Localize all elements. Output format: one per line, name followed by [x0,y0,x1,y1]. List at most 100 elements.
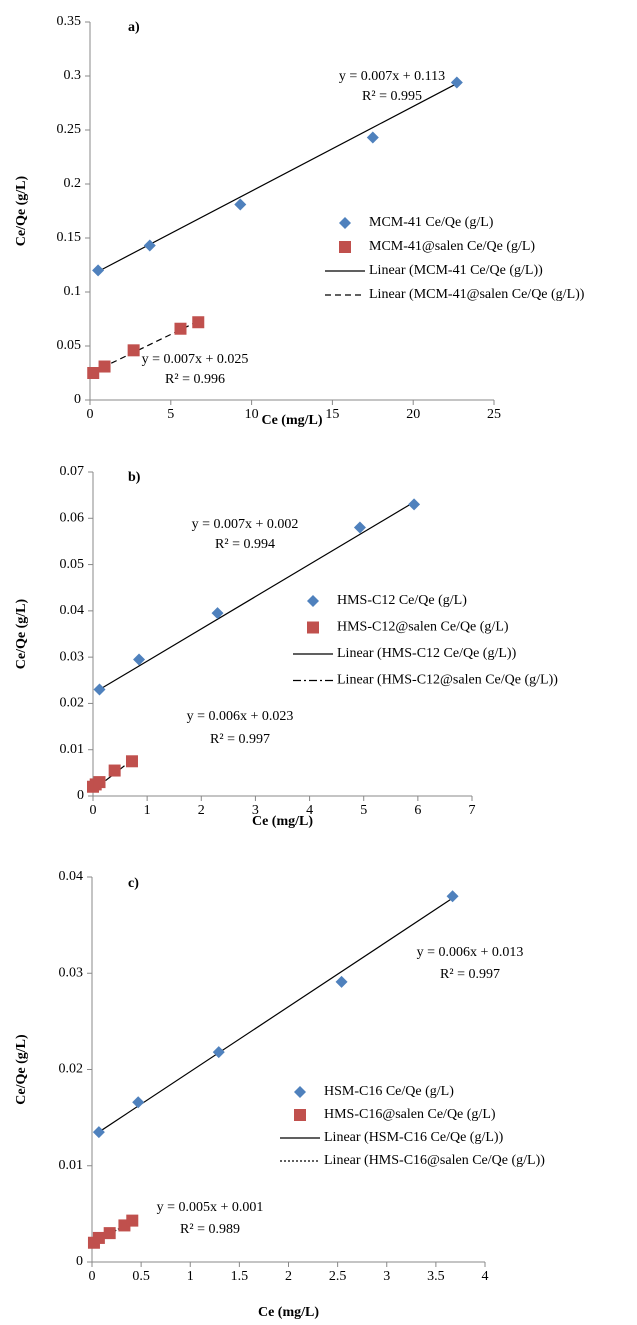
x-tick-label: 0 [89,1269,96,1284]
legend-label: Linear (HMS-C16@salen Ce/Qe (g/L)) [324,1153,545,1168]
x-tick-label: 3 [383,1269,390,1284]
y-tick-label: 0.03 [59,965,84,980]
x-tick-label: 1.5 [231,1269,249,1284]
annotation: y = 0.005x + 0.001 [157,1200,264,1215]
x-tick-label: 6 [414,803,421,818]
point [446,890,459,903]
x-tick-label: 1 [144,803,151,818]
annotation: y = 0.006x + 0.023 [187,709,294,724]
y-tick-label: 0.01 [60,742,85,757]
point [125,755,138,768]
annotation: R² = 0.989 [180,1222,240,1237]
legend-symbol [294,1086,306,1098]
x-tick-label: 5 [167,407,174,422]
point [234,198,247,211]
annotation: y = 0.007x + 0.025 [142,352,249,367]
x-tick-label: 1 [187,1269,194,1284]
point [174,322,187,335]
annotation: y = 0.007x + 0.002 [192,517,299,532]
x-tick-label: 10 [245,407,259,422]
x-tick-label: 0.5 [132,1269,150,1284]
legend-label: HMS-C12@salen Ce/Qe (g/L) [337,620,509,635]
x-tick-label: 20 [406,407,420,422]
point [103,1227,116,1240]
y-tick-label: 0 [77,788,84,803]
point [353,521,366,534]
legend-label: HSM-C16 Ce/Qe (g/L) [324,1084,454,1099]
x-axis-title: Ce (mg/L) [258,1305,319,1320]
x-tick-label: 2 [198,803,205,818]
point [93,683,106,696]
point [408,498,421,511]
annotation: y = 0.007x + 0.113 [339,69,445,84]
legend-label: Linear (MCM-41@salen Ce/Qe (g/L)) [369,287,585,302]
point [108,764,121,777]
y-tick-label: 0.02 [59,1062,84,1077]
y-tick-label: 0.2 [64,176,82,191]
point [92,1231,105,1244]
panel-label: a) [128,20,140,35]
y-tick-label: 0.01 [59,1158,84,1173]
x-tick-label: 25 [487,407,501,422]
y-tick-label: 0.06 [60,511,85,526]
x-tick-label: 0 [87,407,94,422]
annotation: R² = 0.997 [210,732,270,747]
legend-label: MCM-41@salen Ce/Qe (g/L) [369,239,535,254]
point [98,360,111,373]
legend-label: Linear (HSM-C16 Ce/Qe (g/L)) [324,1130,504,1145]
point [127,344,140,357]
point [335,975,348,988]
point [87,367,100,379]
legend-symbol [294,1109,306,1121]
x-tick-label: 5 [360,803,367,818]
point [133,653,146,666]
point [132,1096,145,1109]
y-axis-title: Ce/Qe (g/L) [14,1034,29,1105]
point [212,1046,225,1059]
y-tick-label: 0.35 [57,14,82,29]
annotation: R² = 0.997 [440,967,500,982]
x-tick-label: 0 [90,803,97,818]
x-tick-label: 4 [306,803,313,818]
x-axis-title: Ce (mg/L) [261,413,322,428]
legend-label: Linear (MCM-41 Ce/Qe (g/L)) [369,263,543,278]
y-tick-label: 0 [76,1254,83,1269]
y-tick-label: 0 [74,392,81,407]
panel-label: c) [128,876,139,891]
y-tick-label: 0.02 [60,696,85,711]
legend-label: HMS-C12 Ce/Qe (g/L) [337,593,467,608]
y-tick-label: 0.04 [60,603,85,618]
annotation: R² = 0.996 [165,372,225,387]
y-axis-title: Ce/Qe (g/L) [14,598,29,669]
y-tick-label: 0.05 [57,338,82,353]
legend-label: Linear (HMS-C12@salen Ce/Qe (g/L)) [337,673,558,688]
x-tick-label: 2 [285,1269,292,1284]
y-tick-label: 0.3 [64,68,82,83]
y-tick-label: 0.05 [60,557,85,572]
legend-symbol [307,621,319,634]
x-tick-label: 3.5 [427,1269,445,1284]
legend-symbol [307,595,319,607]
trend-line [97,83,458,273]
point [211,607,224,620]
x-tick-label: 2.5 [329,1269,347,1284]
y-tick-label: 0.25 [57,122,82,137]
x-tick-label: 4 [482,1269,489,1284]
y-tick-label: 0.1 [64,284,82,299]
point [92,1126,105,1139]
legend-label: Linear (HMS-C12 Ce/Qe (g/L)) [337,646,517,661]
x-tick-label: 3 [252,803,259,818]
y-tick-label: 0.07 [60,464,85,479]
trend-line [98,897,453,1133]
point [126,1214,139,1227]
point [366,131,379,144]
annotation: R² = 0.995 [362,89,422,104]
point [192,316,205,329]
y-tick-label: 0.04 [59,869,84,884]
y-tick-label: 0.15 [57,230,82,245]
panel-label: b) [128,470,141,485]
legend-symbol [339,241,351,253]
point [450,76,463,89]
